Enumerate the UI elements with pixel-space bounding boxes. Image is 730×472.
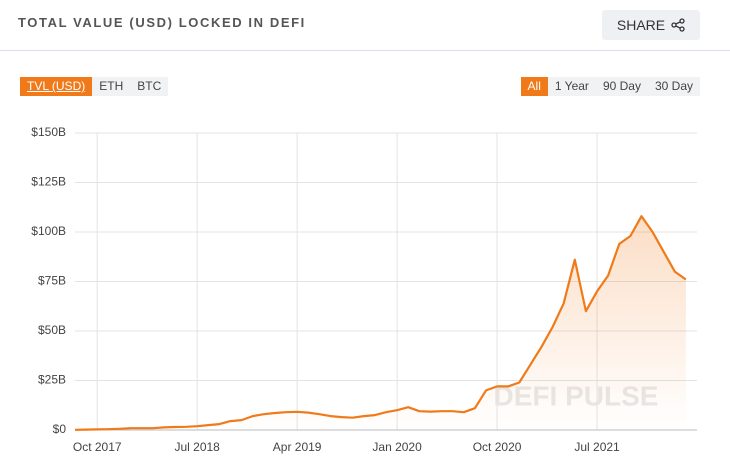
page-title: TOTAL VALUE (USD) LOCKED IN DEFI xyxy=(18,15,306,30)
x-tick-label: Jan 2020 xyxy=(372,440,422,454)
y-tick-label: $25B xyxy=(38,373,66,387)
range-tabs: All 1 Year 90 Day 30 Day xyxy=(520,77,700,96)
share-button[interactable]: SHARE xyxy=(602,10,700,40)
y-tick-label: $150B xyxy=(31,125,66,139)
x-tick-label: Apr 2019 xyxy=(273,440,322,454)
area-fill xyxy=(75,216,686,430)
y-tick-label: $75B xyxy=(38,274,66,288)
y-tick-label: $100B xyxy=(31,224,66,238)
x-tick-label: Jul 2018 xyxy=(174,440,220,454)
line xyxy=(74,215,687,431)
tab[interactable]: 1 Year xyxy=(554,79,589,93)
tab[interactable]: TVL (USD) xyxy=(20,77,93,96)
tab[interactable]: All xyxy=(520,77,548,96)
x-tick-label: Oct 2020 xyxy=(473,440,522,454)
share-icon xyxy=(671,18,685,32)
divider xyxy=(0,50,730,51)
tab[interactable]: 30 Day xyxy=(654,79,693,93)
x-tick-label: Oct 2017 xyxy=(73,440,122,454)
x-tick-label: Jul 2021 xyxy=(574,440,620,454)
unit-tabs: TVL (USD) ETH BTC xyxy=(20,77,169,96)
y-tick-label: $125B xyxy=(31,175,66,189)
tab[interactable]: ETH xyxy=(99,79,124,93)
tab[interactable]: BTC xyxy=(137,79,162,93)
share-label: SHARE xyxy=(616,17,666,33)
tab[interactable]: 90 Day xyxy=(602,79,641,93)
y-tick-label: $50B xyxy=(38,323,66,337)
y-tick-label: $0 xyxy=(53,422,67,436)
